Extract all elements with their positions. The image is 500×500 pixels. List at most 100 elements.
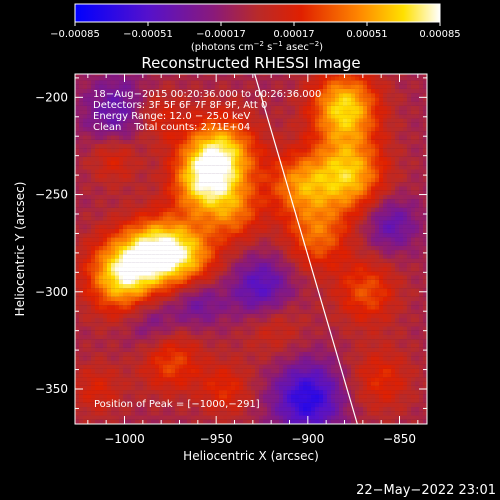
heatmap-pixel <box>243 419 248 424</box>
heatmap-pixel <box>99 398 104 403</box>
heatmap-pixel <box>295 356 300 361</box>
heatmap-pixel <box>79 76 84 81</box>
heatmap-pixel <box>287 279 292 285</box>
heatmap-pixel <box>83 156 88 162</box>
heatmap-pixel <box>207 80 212 85</box>
heatmap-pixel <box>279 279 284 285</box>
heatmap-pixel <box>147 199 152 204</box>
heatmap-pixel <box>287 300 292 306</box>
heatmap-pixel <box>283 364 288 369</box>
heatmap-pixel <box>131 182 136 187</box>
heatmap-pixel <box>275 309 280 314</box>
heatmap-pixel <box>147 224 152 229</box>
heatmap-pixel <box>175 368 180 374</box>
heatmap-pixel <box>211 373 216 378</box>
heatmap-pixel <box>127 76 132 81</box>
heatmap-pixel <box>311 114 316 119</box>
heatmap-pixel <box>107 288 112 293</box>
heatmap-pixel <box>143 237 148 242</box>
heatmap-pixel <box>243 131 248 136</box>
heatmap-pixel <box>75 122 80 128</box>
heatmap-pixel <box>291 237 296 242</box>
heatmap-pixel <box>103 305 108 310</box>
heatmap-pixel <box>203 165 208 170</box>
heatmap-pixel <box>283 160 288 166</box>
heatmap-pixel <box>95 216 100 221</box>
heatmap-pixel <box>227 160 232 166</box>
heatmap-pixel <box>199 173 204 178</box>
heatmap-pixel <box>263 398 268 403</box>
heatmap-pixel <box>267 88 272 94</box>
heatmap-pixel <box>151 330 156 335</box>
heatmap-pixel <box>215 169 220 174</box>
heatmap-pixel <box>99 199 104 204</box>
heatmap-pixel <box>267 93 272 98</box>
heatmap-pixel <box>131 173 136 178</box>
heatmap-pixel <box>91 411 96 416</box>
heatmap-pixel <box>119 220 124 225</box>
heatmap-pixel <box>303 131 308 136</box>
heatmap-pixel <box>143 390 148 395</box>
heatmap-pixel <box>215 97 220 102</box>
heatmap-pixel <box>275 220 280 225</box>
heatmap-pixel <box>191 186 196 191</box>
heatmap-pixel <box>211 284 216 289</box>
heatmap-pixel <box>75 419 80 424</box>
heatmap-pixel <box>283 334 288 340</box>
heatmap-pixel <box>187 97 192 102</box>
heatmap-pixel <box>215 165 220 170</box>
heatmap-pixel <box>227 156 232 162</box>
heatmap-pixel <box>151 267 156 272</box>
heatmap-pixel <box>187 194 192 200</box>
heatmap-pixel <box>135 288 140 293</box>
heatmap-pixel <box>287 241 292 246</box>
heatmap-pixel <box>223 160 228 166</box>
heatmap-pixel <box>287 309 292 314</box>
heatmap-pixel <box>135 220 140 225</box>
heatmap-pixel <box>107 144 112 149</box>
heatmap-pixel <box>175 347 180 352</box>
heatmap-pixel <box>259 160 264 166</box>
heatmap-pixel <box>275 398 280 403</box>
heatmap-pixel <box>203 182 208 187</box>
heatmap-pixel <box>143 80 148 85</box>
heatmap-pixel <box>223 237 228 242</box>
heatmap-pixel <box>91 402 96 408</box>
heatmap-pixel <box>139 330 144 335</box>
heatmap-pixel <box>231 271 236 276</box>
heatmap-pixel <box>75 296 80 302</box>
heatmap-pixel <box>119 114 124 119</box>
heatmap-pixel <box>135 258 140 263</box>
heatmap-pixel <box>75 101 80 106</box>
heatmap-pixel <box>239 385 244 391</box>
heatmap-pixel <box>303 144 308 149</box>
heatmap-pixel <box>99 271 104 276</box>
heatmap-pixel <box>207 343 212 348</box>
heatmap-pixel <box>243 245 248 251</box>
heatmap-pixel <box>191 224 196 229</box>
heatmap-pixel <box>131 211 136 217</box>
heatmap-pixel <box>159 385 164 391</box>
heatmap-pixel <box>239 279 244 285</box>
heatmap-pixel <box>151 364 156 369</box>
heatmap-pixel <box>255 292 260 297</box>
heatmap-pixel <box>175 313 180 318</box>
heatmap-pixel <box>95 398 100 403</box>
heatmap-pixel <box>175 262 180 268</box>
heatmap-pixel <box>139 105 144 111</box>
heatmap-pixel <box>183 343 188 348</box>
heatmap-pixel <box>75 84 80 89</box>
heatmap-pixel <box>211 326 216 331</box>
heatmap-pixel <box>115 271 120 276</box>
heatmap-pixel <box>303 296 308 302</box>
heatmap-pixel <box>135 216 140 221</box>
heatmap-pixel <box>199 220 204 225</box>
heatmap-pixel <box>147 186 152 191</box>
heatmap-pixel <box>103 339 108 344</box>
heatmap-pixel <box>183 144 188 149</box>
heatmap-pixel <box>191 390 196 395</box>
heatmap-pixel <box>83 351 88 357</box>
heatmap-pixel <box>295 207 300 212</box>
heatmap-pixel <box>243 407 248 412</box>
heatmap-pixel <box>139 216 144 221</box>
